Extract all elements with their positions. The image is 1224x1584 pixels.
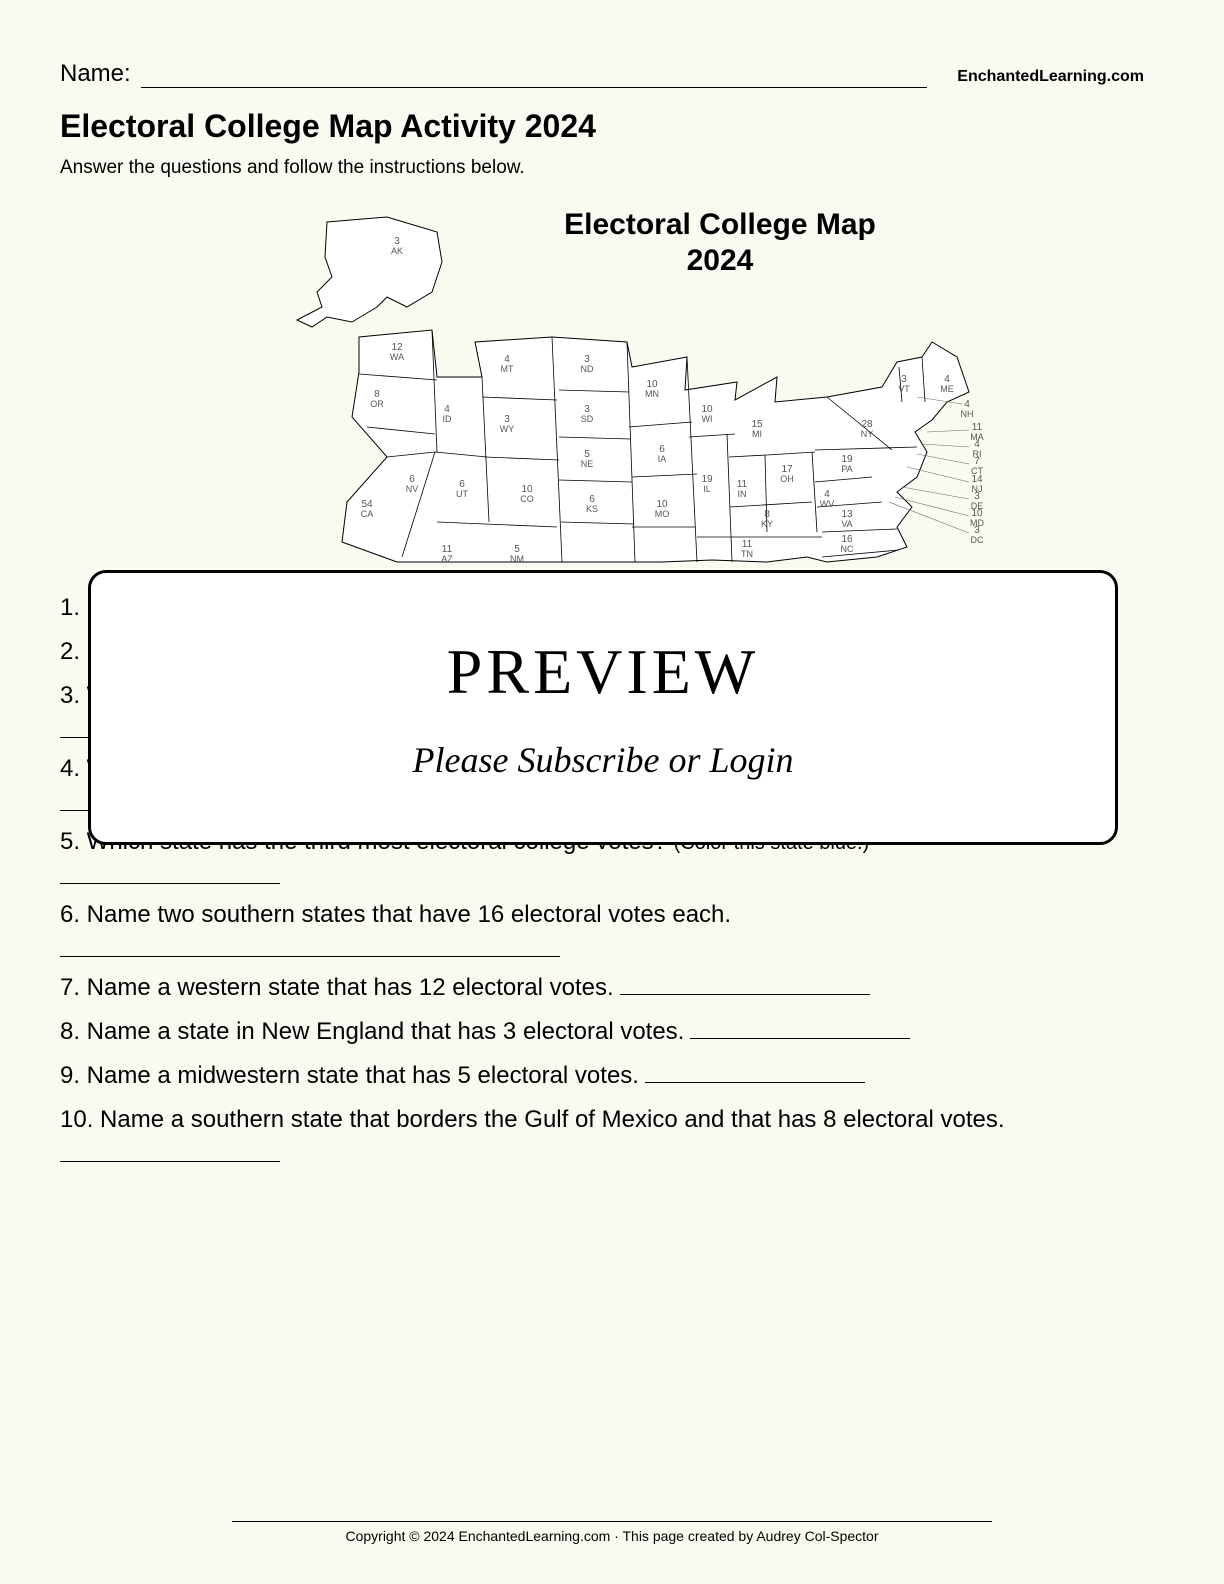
svg-text:11TN: 11TN bbox=[741, 539, 753, 559]
worksheet-title: Electoral College Map Activity 2024 bbox=[60, 108, 1144, 145]
preview-title: PREVIEW bbox=[447, 635, 759, 709]
preview-subtitle: Please Subscribe or Login bbox=[413, 739, 794, 781]
svg-text:54CA: 54CA bbox=[361, 499, 374, 519]
answer-line-7[interactable] bbox=[620, 994, 870, 995]
question-8-text: 8. Name a state in New England that has … bbox=[60, 1018, 684, 1045]
svg-text:7CT: 7CT bbox=[971, 456, 983, 476]
name-input-line[interactable] bbox=[141, 64, 928, 88]
question-9-text: 9. Name a midwestern state that has 5 el… bbox=[60, 1062, 639, 1089]
header-row: Name: EnchantedLearning.com bbox=[60, 60, 1144, 88]
footer: Copyright © 2024 EnchantedLearning.com ·… bbox=[0, 1521, 1224, 1544]
svg-text:3DC: 3DC bbox=[971, 525, 984, 545]
svg-text:10WI: 10WI bbox=[701, 404, 713, 424]
map-container: Electoral College Map 2024 bbox=[60, 197, 1144, 577]
svg-text:4NH: 4NH bbox=[961, 399, 974, 419]
svg-text:10MO: 10MO bbox=[655, 499, 670, 519]
answer-line-8[interactable] bbox=[690, 1038, 910, 1039]
svg-text:16NC: 16NC bbox=[841, 534, 854, 554]
footer-divider bbox=[232, 1521, 992, 1522]
svg-text:12WA: 12WA bbox=[390, 342, 404, 362]
svg-text:10MN: 10MN bbox=[645, 379, 659, 399]
svg-text:15MI: 15MI bbox=[751, 419, 763, 439]
svg-text:11AZ: 11AZ bbox=[441, 544, 453, 564]
answer-line-9[interactable] bbox=[645, 1082, 865, 1083]
question-10: 10. Name a southern state that borders t… bbox=[60, 1099, 1144, 1141]
svg-text:11IN: 11IN bbox=[737, 479, 748, 499]
svg-text:28NY: 28NY bbox=[861, 419, 874, 439]
answer-line-10[interactable] bbox=[60, 1161, 280, 1162]
map-title-line1: Electoral College Map bbox=[564, 208, 876, 241]
instructions-text: Answer the questions and follow the inst… bbox=[60, 157, 1144, 179]
question-8: 8. Name a state in New England that has … bbox=[60, 1011, 1144, 1053]
svg-text:19PA: 19PA bbox=[841, 454, 853, 474]
question-6: 6. Name two southern states that have 16… bbox=[60, 894, 1144, 936]
svg-text:17OH: 17OH bbox=[780, 464, 794, 484]
map-title-line2: 2024 bbox=[687, 244, 754, 277]
map-title: Electoral College Map 2024 bbox=[540, 207, 900, 279]
question-9: 9. Name a midwestern state that has 5 el… bbox=[60, 1055, 1144, 1097]
question-7-text: 7. Name a western state that has 12 elec… bbox=[60, 974, 614, 1001]
answer-line-6[interactable] bbox=[60, 956, 560, 957]
svg-text:10CO: 10CO bbox=[520, 484, 534, 504]
name-label: Name: bbox=[60, 60, 131, 88]
site-name: EnchantedLearning.com bbox=[957, 68, 1144, 86]
preview-overlay: PREVIEW Please Subscribe or Login bbox=[88, 570, 1118, 845]
question-7: 7. Name a western state that has 12 elec… bbox=[60, 967, 1144, 1009]
svg-text:13VA: 13VA bbox=[841, 509, 853, 529]
footer-text: Copyright © 2024 EnchantedLearning.com ·… bbox=[0, 1528, 1224, 1544]
answer-line-5[interactable] bbox=[60, 883, 280, 884]
